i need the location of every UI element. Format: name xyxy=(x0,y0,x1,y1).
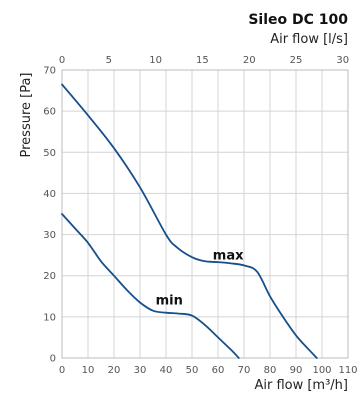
y-tick-label: 50 xyxy=(43,148,56,159)
x-tick-labels: 0 10 20 30 40 50 60 70 80 90 100 110 xyxy=(59,365,357,376)
x2-tick-label: 15 xyxy=(196,55,209,66)
series-line-min xyxy=(61,213,240,359)
y-tick-label: 70 xyxy=(43,66,56,77)
x2-tick-label: 0 xyxy=(59,55,65,66)
y-tick-label: 40 xyxy=(43,189,56,200)
x-tick-label: 80 xyxy=(264,365,277,376)
grid-lines xyxy=(61,69,349,359)
x-tick-label: 100 xyxy=(312,365,331,376)
x-tick-label: 110 xyxy=(338,365,357,376)
x2-tick-label: 5 xyxy=(106,55,112,66)
y-tick-label: 10 xyxy=(43,312,56,323)
x-tick-label: 10 xyxy=(82,365,95,376)
x2-tick-labels: 0 5 10 15 20 25 30 xyxy=(59,55,349,66)
x-tick-label: 0 xyxy=(59,365,65,376)
y-tick-label: 30 xyxy=(43,230,56,241)
y-tick-label: 0 xyxy=(50,354,56,365)
series-line-max xyxy=(61,83,318,359)
x2-tick-label: 20 xyxy=(243,55,256,66)
x-axis-title: Air flow [m³/h] xyxy=(254,378,348,393)
x2-axis-title: Air flow [l/s] xyxy=(270,32,348,47)
x-tick-label: 60 xyxy=(212,365,225,376)
x-tick-label: 70 xyxy=(238,365,251,376)
y-axis-title: Pressure [Pa] xyxy=(19,72,34,157)
x-tick-label: 90 xyxy=(290,365,303,376)
y-tick-label: 20 xyxy=(43,271,56,282)
y-tick-label: 60 xyxy=(43,107,56,118)
x-tick-label: 20 xyxy=(108,365,121,376)
series-curves xyxy=(61,83,318,359)
x-tick-label: 30 xyxy=(134,365,147,376)
plot-frame xyxy=(61,69,349,359)
y-tick-labels: 0 10 20 30 40 50 60 70 xyxy=(43,66,56,365)
x2-tick-label: 10 xyxy=(149,55,162,66)
chart-title: Sileo DC 100 xyxy=(248,12,348,28)
x-tick-label: 50 xyxy=(186,365,199,376)
series-label-max: max xyxy=(213,248,244,263)
series-labels: max min xyxy=(156,248,245,308)
x2-tick-label: 25 xyxy=(290,55,303,66)
series-label-min: min xyxy=(156,294,183,309)
x2-tick-label: 30 xyxy=(336,55,349,66)
x-tick-label: 40 xyxy=(160,365,173,376)
